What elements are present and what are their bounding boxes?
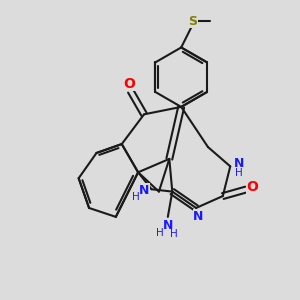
- Text: H: H: [170, 229, 178, 239]
- Text: N: N: [139, 184, 149, 196]
- Text: N: N: [163, 219, 173, 232]
- Text: H: H: [132, 192, 140, 202]
- Text: O: O: [123, 77, 135, 91]
- Text: O: O: [247, 180, 259, 194]
- Text: N: N: [234, 157, 244, 170]
- Text: S: S: [189, 15, 198, 28]
- Text: N: N: [193, 210, 204, 223]
- Text: H: H: [156, 228, 164, 238]
- Text: H: H: [235, 168, 243, 178]
